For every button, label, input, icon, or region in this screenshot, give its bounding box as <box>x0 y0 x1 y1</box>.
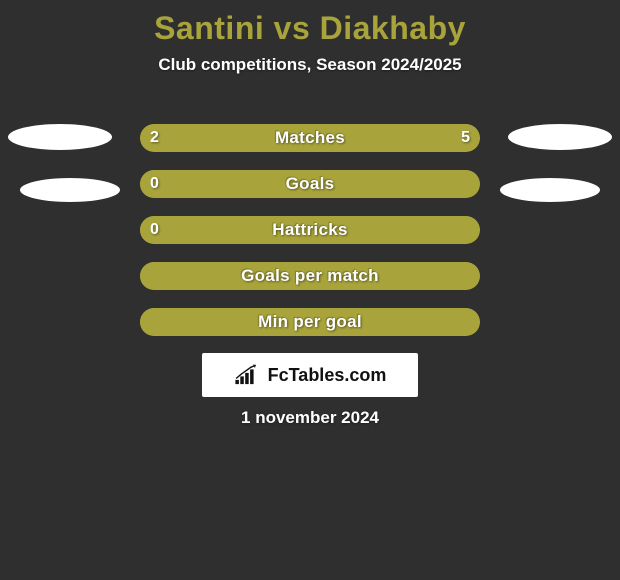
stat-bar-value-left: 0 <box>150 170 159 198</box>
stat-bar-label: Matches <box>140 124 480 152</box>
stat-bar: Matches2 5 <box>140 124 480 152</box>
source-logo: FcTables.com <box>202 353 418 397</box>
avatar-placeholder-right-2 <box>500 178 600 202</box>
stat-bar-label: Min per goal <box>140 308 480 336</box>
stat-bar: Hattricks0 <box>140 216 480 244</box>
stat-bar-label: Goals <box>140 170 480 198</box>
avatar-placeholder-left-1 <box>8 124 112 150</box>
stat-bar-value-left: 2 <box>150 124 159 152</box>
comparison-infographic: Santini vs Diakhaby Club competitions, S… <box>0 0 620 580</box>
source-logo-text: FcTables.com <box>268 365 387 386</box>
stat-bar-value-right: 5 <box>461 124 470 152</box>
fctables-icon <box>234 364 262 386</box>
page-title: Santini vs Diakhaby <box>0 0 620 47</box>
stat-bar-label: Hattricks <box>140 216 480 244</box>
date-footer: 1 november 2024 <box>0 408 620 428</box>
stat-bar: Min per goal <box>140 308 480 336</box>
stat-bars: Matches25Goals0Hattricks0Goals per match… <box>140 124 480 354</box>
subtitle: Club competitions, Season 2024/2025 <box>0 55 620 75</box>
stat-bar-label: Goals per match <box>140 262 480 290</box>
stat-bar: Goals0 <box>140 170 480 198</box>
stat-bar: Goals per match <box>140 262 480 290</box>
stat-bar-value-left: 0 <box>150 216 159 244</box>
avatar-placeholder-left-2 <box>20 178 120 202</box>
avatar-placeholder-right-1 <box>508 124 612 150</box>
